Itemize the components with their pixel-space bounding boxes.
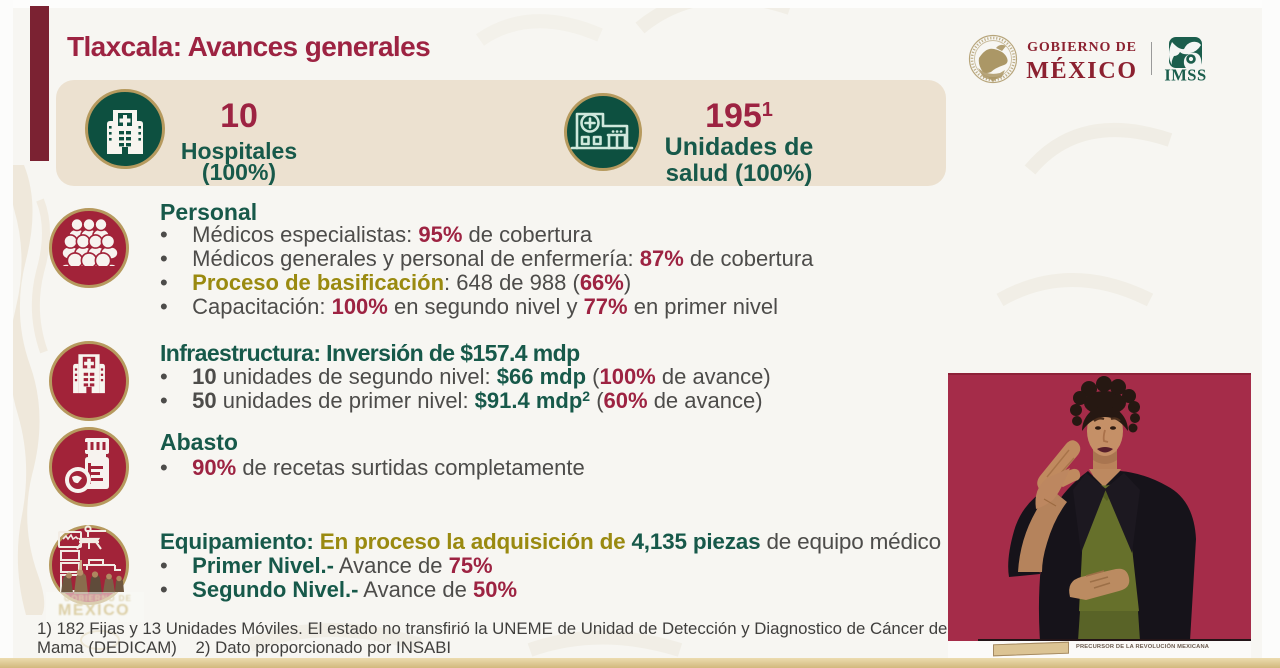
svg-text:IMSS: IMSS [1164,66,1206,83]
